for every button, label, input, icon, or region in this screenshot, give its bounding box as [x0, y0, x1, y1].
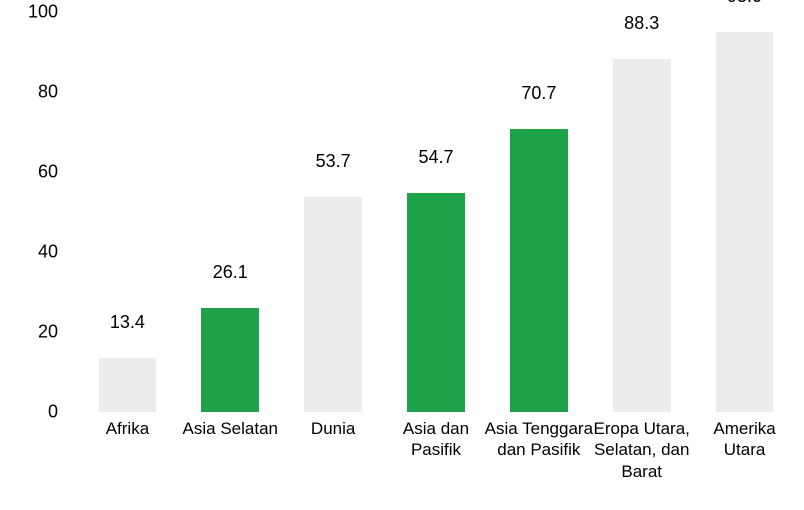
bar-value-label: 95.0 — [727, 0, 762, 7]
x-tick-label: Afrika — [106, 418, 149, 439]
x-tick-label: Asia Selatan — [183, 418, 278, 439]
y-tick-label: 0 — [0, 402, 58, 423]
bar-value-label: 53.7 — [316, 151, 351, 172]
bar-value-label: 88.3 — [624, 13, 659, 34]
x-tick-label: Asia Tenggara dan Pasifik — [485, 418, 593, 461]
plot-area: 13.426.153.754.770.788.395.0 — [76, 12, 796, 412]
bar-value-label: 54.7 — [418, 147, 453, 168]
y-tick-label: 20 — [0, 322, 58, 343]
y-tick-label: 100 — [0, 2, 58, 23]
y-tick-label: 60 — [0, 162, 58, 183]
y-axis: 0 20 40 60 80 100 — [0, 0, 68, 510]
bar-value-label: 70.7 — [521, 83, 556, 104]
bar — [99, 358, 157, 412]
bar — [304, 197, 362, 412]
bar — [613, 59, 671, 412]
y-tick-label: 80 — [0, 82, 58, 103]
x-tick-label: Amerika Utara — [713, 418, 775, 461]
x-tick-label: Dunia — [311, 418, 355, 439]
x-tick-label: Eropa Utara, Selatan, dan Barat — [594, 418, 690, 482]
bar — [201, 308, 259, 412]
bar-value-label: 13.4 — [110, 312, 145, 333]
x-axis-labels: Afrika Asia Selatan Dunia Asia dan Pasifik A… — [76, 412, 796, 510]
bar — [716, 32, 774, 412]
bar — [510, 129, 568, 412]
bar-value-label: 26.1 — [213, 262, 248, 283]
x-tick-label: Asia dan Pasifik — [403, 418, 469, 461]
bar — [407, 193, 465, 412]
bar-chart: 0 20 40 60 80 100 13.4 26.1 53.7 54.7 70.7 88.3 95.… — [0, 0, 804, 510]
y-tick-label: 40 — [0, 242, 58, 263]
